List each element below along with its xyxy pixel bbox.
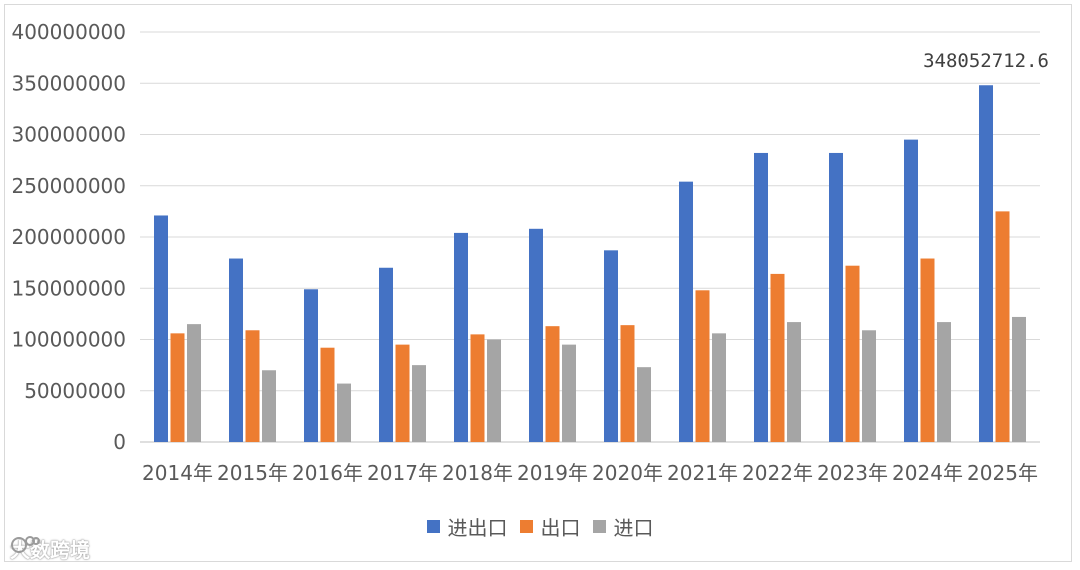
legend-label-1: 出口 — [540, 516, 581, 540]
bar-2-4 — [487, 339, 501, 442]
x-tick-label: 2022年 — [742, 461, 813, 485]
x-tick-label: 2019年 — [517, 461, 588, 485]
bar-2-9 — [862, 330, 876, 442]
y-tick-label: 350000000 — [11, 71, 126, 95]
bar-0-3 — [379, 267, 393, 442]
bar-2-10 — [937, 322, 951, 442]
bar-1-5 — [545, 326, 560, 442]
legend-item-1: 出口 — [519, 512, 581, 541]
bar-2-7 — [712, 333, 726, 442]
y-tick-label: 50000000 — [24, 379, 126, 403]
bar-0-4 — [454, 232, 468, 442]
bar-1-6 — [620, 325, 635, 442]
x-tick-label: 2023年 — [817, 461, 888, 485]
bar-0-5 — [529, 228, 543, 442]
data-label: 348052712.6 — [923, 50, 1049, 72]
bar-2-5 — [562, 344, 576, 442]
x-tick-label: 2018年 — [442, 461, 513, 485]
legend: 进出口 出口 进口 — [0, 512, 1080, 541]
bar-1-2 — [320, 347, 335, 442]
x-tick-label: 2017年 — [367, 461, 438, 485]
legend-swatch-1 — [519, 520, 533, 533]
legend-item-2: 进口 — [592, 512, 654, 541]
bar-2-0 — [187, 324, 201, 442]
bar-0-11 — [979, 85, 993, 442]
x-tick-label: 2020年 — [592, 461, 663, 485]
bar-0-1 — [229, 258, 243, 442]
legend-item-0: 进出口 — [426, 512, 508, 541]
bar-1-1 — [245, 330, 260, 442]
bar-1-4 — [470, 334, 485, 442]
bar-2-1 — [262, 370, 276, 442]
bar-0-8 — [754, 152, 768, 442]
y-tick-label: 250000000 — [11, 174, 126, 198]
bar-0-7 — [679, 181, 693, 442]
watermark: 大数跨境 — [10, 534, 90, 563]
bar-1-7 — [695, 290, 710, 442]
bar-2-6 — [637, 367, 651, 442]
legend-swatch-2 — [592, 520, 606, 533]
bar-1-9 — [845, 265, 860, 442]
x-tick-label: 2024年 — [892, 461, 963, 485]
bar-1-8 — [770, 273, 785, 442]
bar-2-11 — [1012, 316, 1026, 442]
bar-2-8 — [787, 322, 801, 442]
legend-label-0: 进出口 — [447, 516, 508, 540]
y-tick-label: 300000000 — [11, 123, 126, 147]
x-tick-label: 2014年 — [142, 461, 213, 485]
bar-chart: 0 50000000 100000000 150000000 200000000 2500… — [11, 20, 1049, 485]
x-tick-label: 2016年 — [292, 461, 363, 485]
y-tick-label: 100000000 — [11, 328, 126, 352]
bar-2-2 — [337, 383, 351, 442]
x-tick-label: 2025年 — [967, 461, 1038, 485]
x-tick-label: 2015年 — [217, 461, 288, 485]
x-tick-label: 2021年 — [667, 461, 738, 485]
watermark-logo-icon — [11, 536, 40, 553]
bar-0-9 — [829, 152, 843, 442]
y-tick-label: 400000000 — [11, 20, 126, 44]
legend-swatch-0 — [426, 520, 440, 533]
y-tick-label: 0 — [113, 430, 126, 454]
legend-label-2: 进口 — [613, 516, 654, 540]
bar-1-11 — [995, 211, 1010, 442]
bar-1-10 — [920, 258, 935, 442]
bar-0-10 — [904, 139, 918, 442]
bar-0-2 — [304, 289, 318, 442]
y-tick-label: 150000000 — [11, 276, 126, 300]
bar-1-3 — [395, 344, 410, 442]
bar-1-0 — [170, 333, 185, 442]
bar-0-6 — [604, 250, 618, 442]
bar-0-0 — [154, 215, 168, 442]
bar-2-3 — [412, 365, 426, 442]
y-tick-label: 200000000 — [11, 225, 126, 249]
